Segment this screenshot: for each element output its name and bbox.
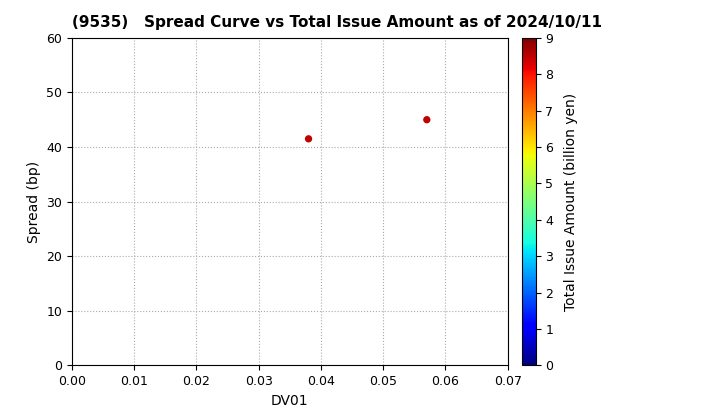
Text: (9535)   Spread Curve vs Total Issue Amount as of 2024/10/11: (9535) Spread Curve vs Total Issue Amoun… — [72, 15, 602, 30]
Point — [421, 116, 433, 123]
X-axis label: DV01: DV01 — [271, 394, 309, 408]
Y-axis label: Total Issue Amount (billion yen): Total Issue Amount (billion yen) — [564, 92, 578, 311]
Point — [303, 135, 315, 142]
Y-axis label: Spread (bp): Spread (bp) — [27, 160, 41, 243]
